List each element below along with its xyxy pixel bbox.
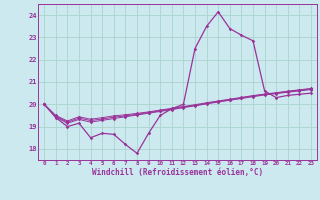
X-axis label: Windchill (Refroidissement éolien,°C): Windchill (Refroidissement éolien,°C)	[92, 168, 263, 177]
